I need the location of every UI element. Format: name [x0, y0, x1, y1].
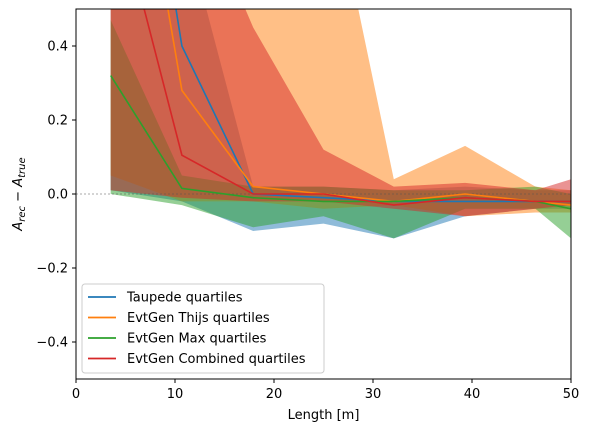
x-tick-label: 0 [72, 387, 80, 402]
x-axis-label: Length [m] [288, 408, 360, 423]
median-lines [110, 9, 571, 210]
y-tick-label: 0.2 [47, 114, 68, 129]
y-axis-label: Arec − Atrue [11, 157, 28, 231]
band-evtgen-combined-quartiles [110, 9, 571, 217]
x-tick-label: 50 [563, 387, 580, 402]
y-axis-label-symbol-2: − A [11, 178, 26, 206]
legend-label-evtgen-combined-quartiles: EvtGen Combined quartiles [127, 352, 306, 367]
y-axis-label-symbol-1: A [11, 222, 26, 232]
y-tick-label: 0.4 [47, 40, 68, 55]
median-line-evtgen-combined-quartiles [143, 9, 571, 206]
y-axis-label-sub-2: true [17, 157, 28, 178]
y-tick-label: −0.4 [36, 336, 68, 351]
quartile-bands [110, 9, 571, 239]
legend-label-evtgen-max-quartiles: EvtGen Max quartiles [127, 332, 267, 347]
legend-label-evtgen-thijs-quartiles: EvtGen Thijs quartiles [127, 311, 270, 326]
y-tick-label: 0.0 [47, 188, 68, 203]
x-tick-label: 20 [266, 387, 283, 402]
legend: Taupede quartiles EvtGen Thijs quartiles E… [81, 283, 325, 374]
y-tick-label: −0.2 [36, 262, 68, 277]
x-axis: 0 10 20 30 40 50 [72, 379, 579, 402]
y-axis: −0.4 −0.2 0.0 0.2 0.4 [36, 40, 76, 351]
legend-box [81, 283, 325, 374]
y-axis-label-sub-1: rec [17, 205, 28, 221]
legend-label-taupede-quartiles: Taupede quartiles [126, 291, 243, 306]
x-tick-label: 40 [464, 387, 481, 402]
x-tick-label: 10 [167, 387, 184, 402]
x-tick-label: 30 [365, 387, 382, 402]
